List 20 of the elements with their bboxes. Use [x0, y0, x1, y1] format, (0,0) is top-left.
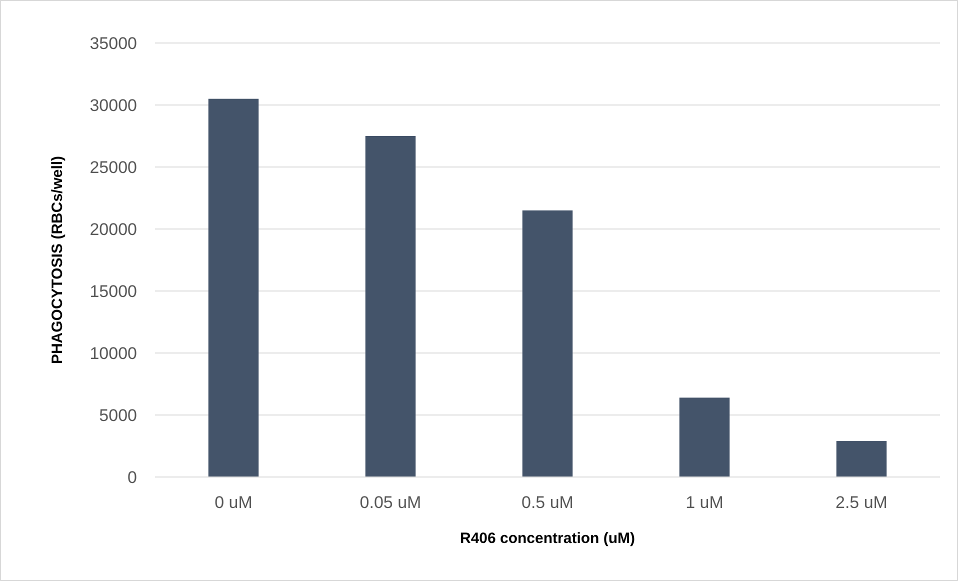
- x-tick-label: 0.5 uM: [522, 493, 574, 512]
- y-tick-label: 10000: [90, 344, 137, 363]
- y-tick-label: 15000: [90, 282, 137, 301]
- y-tick-label: 30000: [90, 96, 137, 115]
- x-tick-label: 0.05 uM: [360, 493, 422, 512]
- y-tick-label: 35000: [90, 34, 137, 53]
- x-tick-label: 2.5 uM: [836, 493, 888, 512]
- y-axis-title: PHAGOCYTOSIS (RBCs/well): [49, 156, 66, 364]
- y-tick-label: 0: [128, 468, 137, 487]
- x-axis-title: R406 concentration (uM): [460, 530, 636, 547]
- bar: [679, 398, 730, 477]
- bar: [836, 441, 887, 477]
- y-tick-label: 5000: [99, 406, 137, 425]
- y-tick-label: 20000: [90, 220, 137, 239]
- bar: [522, 210, 573, 477]
- bar: [208, 98, 259, 477]
- bar: [365, 136, 416, 477]
- y-tick-label: 25000: [90, 158, 137, 177]
- x-tick-label: 1 uM: [686, 493, 724, 512]
- x-tick-label: 0 uM: [214, 493, 252, 512]
